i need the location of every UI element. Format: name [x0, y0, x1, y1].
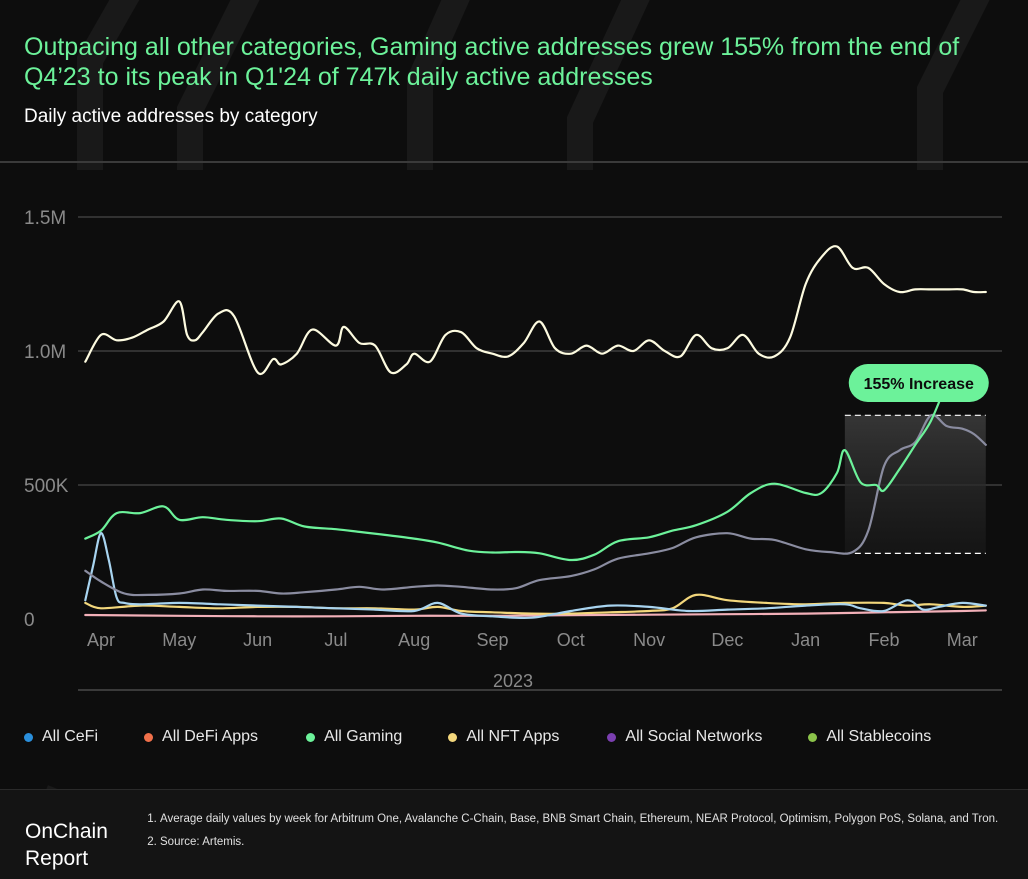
legend-marker-icon: [24, 732, 33, 742]
legend-item-all-gaming: All Gaming: [306, 726, 402, 748]
legend-marker-icon: [808, 732, 818, 742]
x-axis-label: 2023: [493, 671, 533, 691]
annotation-label: 155% Increase: [864, 376, 974, 393]
legend-marker-icon: [144, 732, 154, 742]
x-tick-label: Aug: [398, 630, 430, 650]
x-tick-label: Mar: [947, 630, 978, 650]
x-tick-label: Apr: [87, 630, 115, 650]
legend-label: All Social Networks: [625, 728, 763, 745]
legend-marker-icon: [607, 732, 617, 742]
line-chart: 0 500K 1.0M 1.5M 155% Increase Apr May Jun Jul…: [24, 208, 1002, 691]
legend-item-all-nft-apps: All NFT Apps: [448, 726, 559, 748]
chart-area: 0 500K 1.0M 1.5M 155% Increase Apr May Jun Jul…: [0, 163, 1028, 713]
legend-marker-icon: [306, 732, 316, 742]
x-tick-label: Jan: [791, 630, 820, 650]
header: Outpacing all other categories, Gaming a…: [0, 0, 1028, 162]
headline: Outpacing all other categories, Gaming a…: [24, 33, 960, 91]
y-tick-label: 500K: [24, 476, 69, 497]
brand-logo-text: OnChain Report: [25, 818, 135, 872]
legend-label: All Stablecoins: [826, 728, 932, 745]
legend-item-all-social-networks: All Social Networks: [607, 726, 762, 748]
x-tick-label: Nov: [633, 630, 665, 650]
legend-item-all-stablecoins: All Stablecoins: [808, 726, 931, 748]
y-tick-label: 0: [24, 610, 35, 631]
series-line-all-stablecoins: [84, 245, 987, 376]
brand-line2: Report: [25, 847, 89, 870]
y-tick-label: 1.5M: [24, 208, 66, 229]
legend-item-all-cefi: All CeFi: [24, 726, 98, 748]
footer-divider: [0, 789, 1028, 790]
series-line-all-social-networks: [84, 413, 987, 597]
x-tick-label: Feb: [868, 630, 899, 650]
footnote-1: Average daily values by week for Arbitru…: [160, 812, 1028, 826]
chart-subtitle: Daily active addresses by category: [24, 106, 318, 127]
legend-label: All Gaming: [324, 728, 403, 745]
legend-marker-icon: [448, 732, 458, 742]
brand-line1: OnChain: [25, 820, 108, 843]
y-tick-label: 1.0M: [24, 342, 66, 363]
legend-item-all-defi-apps: All DeFi Apps: [144, 726, 258, 748]
chart-legend: All CeFi All DeFi Apps All Gaming All NFT A…: [24, 726, 1014, 748]
legend-label: All DeFi Apps: [162, 728, 259, 745]
legend-label: All CeFi: [42, 728, 99, 745]
x-tick-label: Jun: [243, 630, 272, 650]
x-tick-label: Sep: [476, 630, 508, 650]
header-divider: [0, 161, 1028, 163]
footnote-2: Source: Artemis.: [160, 835, 1028, 849]
annotation-label-pill: [848, 364, 989, 402]
x-tick-label: May: [162, 630, 196, 650]
legend-label: All NFT Apps: [466, 728, 560, 745]
series-line-all-cefi: [84, 532, 987, 620]
x-tick-label: Jul: [324, 630, 347, 650]
series-line-all-defi-apps: [84, 609, 987, 618]
series-line-all-gaming: [84, 382, 948, 562]
footnotes: Average daily values by week for Arbitru…: [146, 812, 1028, 858]
x-tick-label: Dec: [711, 630, 743, 650]
x-tick-label: Oct: [557, 630, 585, 650]
footer: OnChain Report Average daily values by w…: [0, 790, 1028, 879]
